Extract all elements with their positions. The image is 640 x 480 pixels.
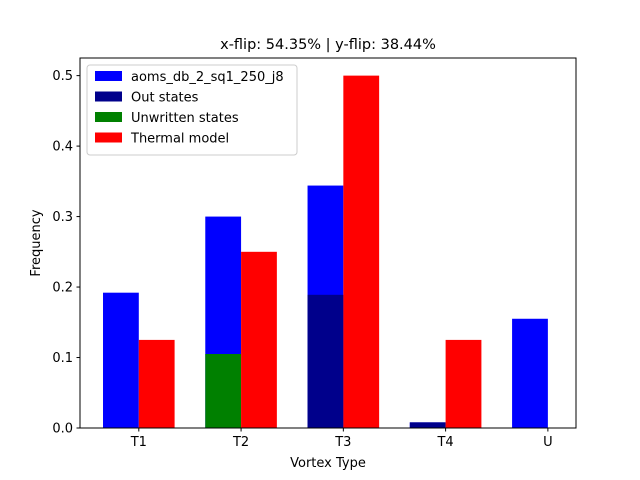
- bar-out-states-t4: [409, 422, 446, 428]
- x-tick-label: T2: [232, 435, 249, 450]
- bar-unwritten-states-t2: [205, 354, 242, 428]
- legend-swatch: [95, 112, 122, 122]
- y-tick-label: 0.3: [52, 210, 73, 225]
- bar-aoms-db-2-sq1-250-j8-t1: [103, 292, 139, 428]
- bar-aoms-db-2-sq1-250-j8-u: [512, 318, 548, 428]
- x-tick-label: U: [543, 435, 553, 450]
- bar-out-states-t3: [307, 294, 344, 428]
- plot-frame: [79, 57, 577, 429]
- x-tick-label: T3: [334, 435, 351, 450]
- y-tick-label: 0.1: [52, 351, 73, 366]
- legend-box: [86, 64, 298, 156]
- y-tick-label: 0.2: [52, 281, 73, 296]
- x-tick-label: T4: [436, 435, 453, 450]
- y-tick-label: 0.4: [52, 140, 73, 155]
- legend-swatch: [95, 71, 122, 81]
- bars-layer: [103, 75, 548, 428]
- y-axis-label: Frequency: [29, 209, 44, 276]
- x-axis-label: Vortex Type: [290, 456, 366, 471]
- bar-thermal-model-t3: [343, 75, 380, 428]
- legend: aoms_db_2_sq1_250_j8 Out states Unwritten …: [86, 64, 298, 156]
- chart-title: x-flip: 54.35% | y-flip: 38.44%: [220, 37, 436, 53]
- legend-label: Thermal model: [130, 132, 229, 147]
- x-tick-label: T1: [130, 435, 147, 450]
- legend-label: Out states: [131, 91, 199, 106]
- y-tick-label: 0.5: [52, 69, 73, 84]
- x-axis: T1 T2 T3 T4 U: [130, 428, 553, 450]
- bar-thermal-model-t4: [445, 339, 482, 428]
- legend-swatch: [95, 132, 122, 143]
- legend-label: Unwritten states: [131, 111, 239, 126]
- bar-thermal-model-t2: [241, 251, 277, 428]
- bar-thermal-model-t1: [138, 339, 175, 428]
- y-tick-label: 0.0: [52, 422, 73, 437]
- legend-label: aoms_db_2_sq1_250_j8: [131, 70, 284, 85]
- legend-swatch: [95, 91, 122, 102]
- y-axis: 0.0 0.1 0.2 0.3 0.4 0.5: [52, 69, 80, 437]
